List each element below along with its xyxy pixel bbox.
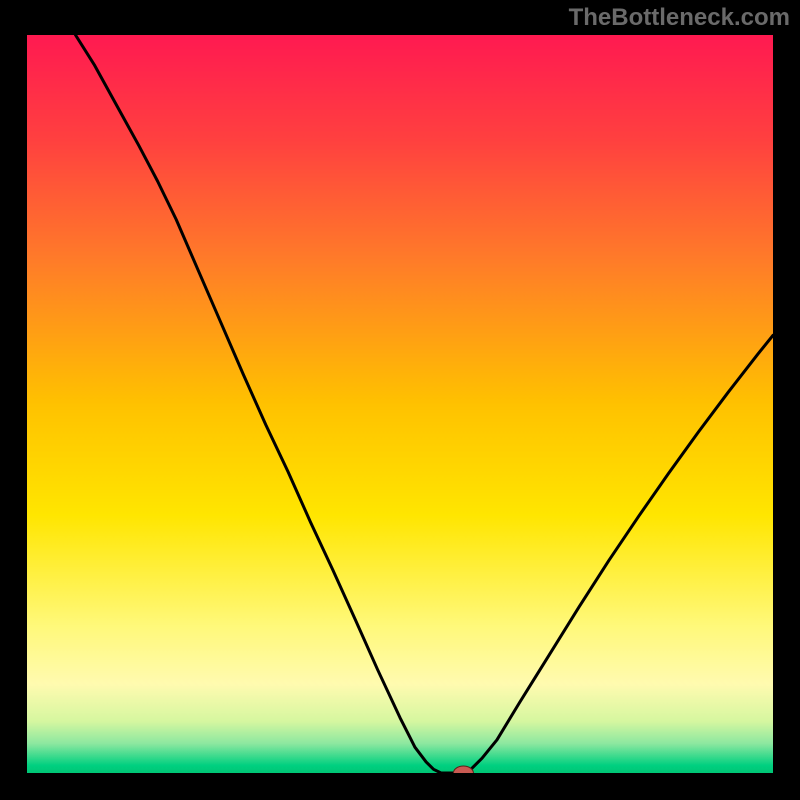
- chart-container: TheBottleneck.com: [0, 0, 800, 800]
- curve-overlay: [27, 35, 773, 773]
- watermark-text: TheBottleneck.com: [569, 4, 790, 32]
- optimum-marker: [453, 766, 473, 773]
- plot-area: [27, 35, 773, 773]
- bottleneck-curve: [75, 35, 773, 773]
